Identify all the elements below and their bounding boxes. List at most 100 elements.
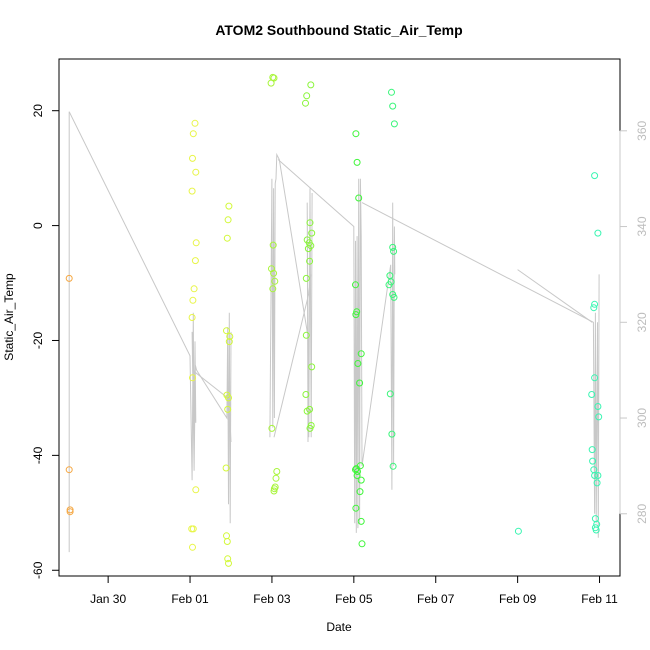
flight7-point-10 xyxy=(386,390,394,398)
flight6-point-17 xyxy=(357,517,365,525)
flight3-point-11 xyxy=(223,538,231,545)
flight2-point-13 xyxy=(189,525,197,533)
flight6-point-18 xyxy=(358,540,366,548)
flight6-point-5 xyxy=(352,311,360,319)
y-tick-label-1: 0 xyxy=(31,222,45,229)
flight5-point-15 xyxy=(303,407,311,415)
flight3-point-12 xyxy=(224,555,232,563)
flight2-point-7 xyxy=(190,285,198,293)
x-tick-label-4: Feb 07 xyxy=(417,592,455,606)
flight4-point-10 xyxy=(272,474,280,482)
flight2-point-6 xyxy=(191,257,199,265)
flight2-point-10 xyxy=(189,374,196,382)
point-layer xyxy=(65,73,603,567)
flight7-point-0 xyxy=(388,88,395,96)
trace-line-segment-1 xyxy=(68,111,232,524)
flight6-point-12 xyxy=(354,468,361,475)
y-tick-label-0: 20 xyxy=(31,104,45,118)
flight5-point-10 xyxy=(302,274,310,282)
flight7-point-7 xyxy=(385,281,393,289)
flight4-point-7 xyxy=(269,285,277,293)
flight3-point-7 xyxy=(225,394,232,402)
flight5-point-2 xyxy=(302,99,309,107)
flight8-point-7 xyxy=(595,413,603,421)
flight3-point-3 xyxy=(223,327,230,335)
flight5-point-4 xyxy=(308,229,316,237)
y-tick-label-4: -60 xyxy=(31,561,45,579)
trace-line-segment-4 xyxy=(273,274,312,438)
flight4-point-8 xyxy=(268,424,276,432)
flight2-point-0 xyxy=(191,119,199,127)
flight2-point-4 xyxy=(188,187,196,195)
flight7-point-3 xyxy=(389,243,397,251)
flight2-point-9 xyxy=(188,314,196,321)
flight4-point-3 xyxy=(269,241,277,249)
x-axis: Jan 30 Feb 01 Feb 03 Feb 05 Feb 07 Feb 09 Feb … xyxy=(90,575,618,606)
flight3-point-0 xyxy=(225,202,233,210)
y2-tick-label-1: 300 xyxy=(635,408,649,428)
flight6-point-3 xyxy=(352,281,359,289)
x-tick-label-0: Jan 30 xyxy=(90,592,126,606)
flight5-point-12 xyxy=(308,363,316,371)
flight6-point-15 xyxy=(356,488,364,496)
flight8-point-13 xyxy=(593,479,601,487)
y2-tick-label-0: 280 xyxy=(635,503,649,523)
y-tick-label-2: -20 xyxy=(31,332,45,350)
flight7-point-2 xyxy=(390,120,398,128)
flight2-point-5 xyxy=(192,239,200,247)
flight2-point-11 xyxy=(192,486,200,494)
flight7-point-9 xyxy=(390,293,398,301)
flight6-point-7 xyxy=(354,360,362,367)
flight2-point-8 xyxy=(189,296,197,304)
flight3-point-9 xyxy=(222,464,230,472)
flight4-point-9 xyxy=(273,468,281,475)
flight2-point-2 xyxy=(189,154,196,162)
flight5-point-1 xyxy=(303,92,311,100)
flight6-point-2 xyxy=(355,194,363,202)
flight5-point-8 xyxy=(304,245,312,253)
flight3-point-8 xyxy=(224,405,232,413)
flight7-point-5 xyxy=(386,272,394,280)
x-axis-label: Date xyxy=(326,620,352,634)
flight8-point-3 xyxy=(590,304,598,312)
flight6-point-16 xyxy=(352,504,360,512)
flight3-point-1 xyxy=(224,216,232,224)
trace-line-segment-3 xyxy=(269,152,313,443)
x-tick-label-5: Feb 09 xyxy=(499,592,537,606)
flight8-point-0 xyxy=(591,172,599,180)
flight8-point-12 xyxy=(594,472,602,479)
chart-title: ATOM2 Southbound Static_Air_Temp xyxy=(215,22,462,38)
trace-line-segment-6 xyxy=(361,202,600,538)
flight6-point-13 xyxy=(353,472,361,479)
flight6-point-14 xyxy=(357,476,365,484)
flight4-point-6 xyxy=(271,277,279,285)
x-tick-label-2: Feb 03 xyxy=(253,592,291,606)
flight1-point-0 xyxy=(65,274,73,282)
flight5-point-9 xyxy=(306,257,314,265)
flight4-point-13 xyxy=(270,487,278,495)
flight8-point-6 xyxy=(588,391,596,398)
flight3-point-10 xyxy=(223,532,230,540)
flight4-point-2 xyxy=(267,79,275,87)
flight8-point-14 xyxy=(591,515,599,523)
flight8-point-4 xyxy=(591,374,599,382)
flight4-point-5 xyxy=(270,269,278,277)
flight6-point-0 xyxy=(352,130,360,138)
flight3-point-2 xyxy=(223,234,231,242)
flight6-point-4 xyxy=(353,308,361,316)
x-tick-label-3: Feb 05 xyxy=(335,592,373,606)
flight5-point-11 xyxy=(302,331,310,339)
flight8-point-2 xyxy=(591,300,599,308)
flight3-point-5 xyxy=(225,338,233,346)
line-layer xyxy=(68,111,600,553)
flight5-point-3 xyxy=(306,219,314,227)
flight8-point-9 xyxy=(589,457,597,465)
flight2-point-14 xyxy=(189,543,196,551)
flight2-point-1 xyxy=(189,130,197,138)
flight2-point-3 xyxy=(192,168,200,176)
flight1-point-1 xyxy=(65,466,73,474)
flight6-point-6 xyxy=(357,350,365,358)
flight3-point-4 xyxy=(226,333,234,340)
y-axis-label: Static_Air_Temp xyxy=(2,273,16,361)
